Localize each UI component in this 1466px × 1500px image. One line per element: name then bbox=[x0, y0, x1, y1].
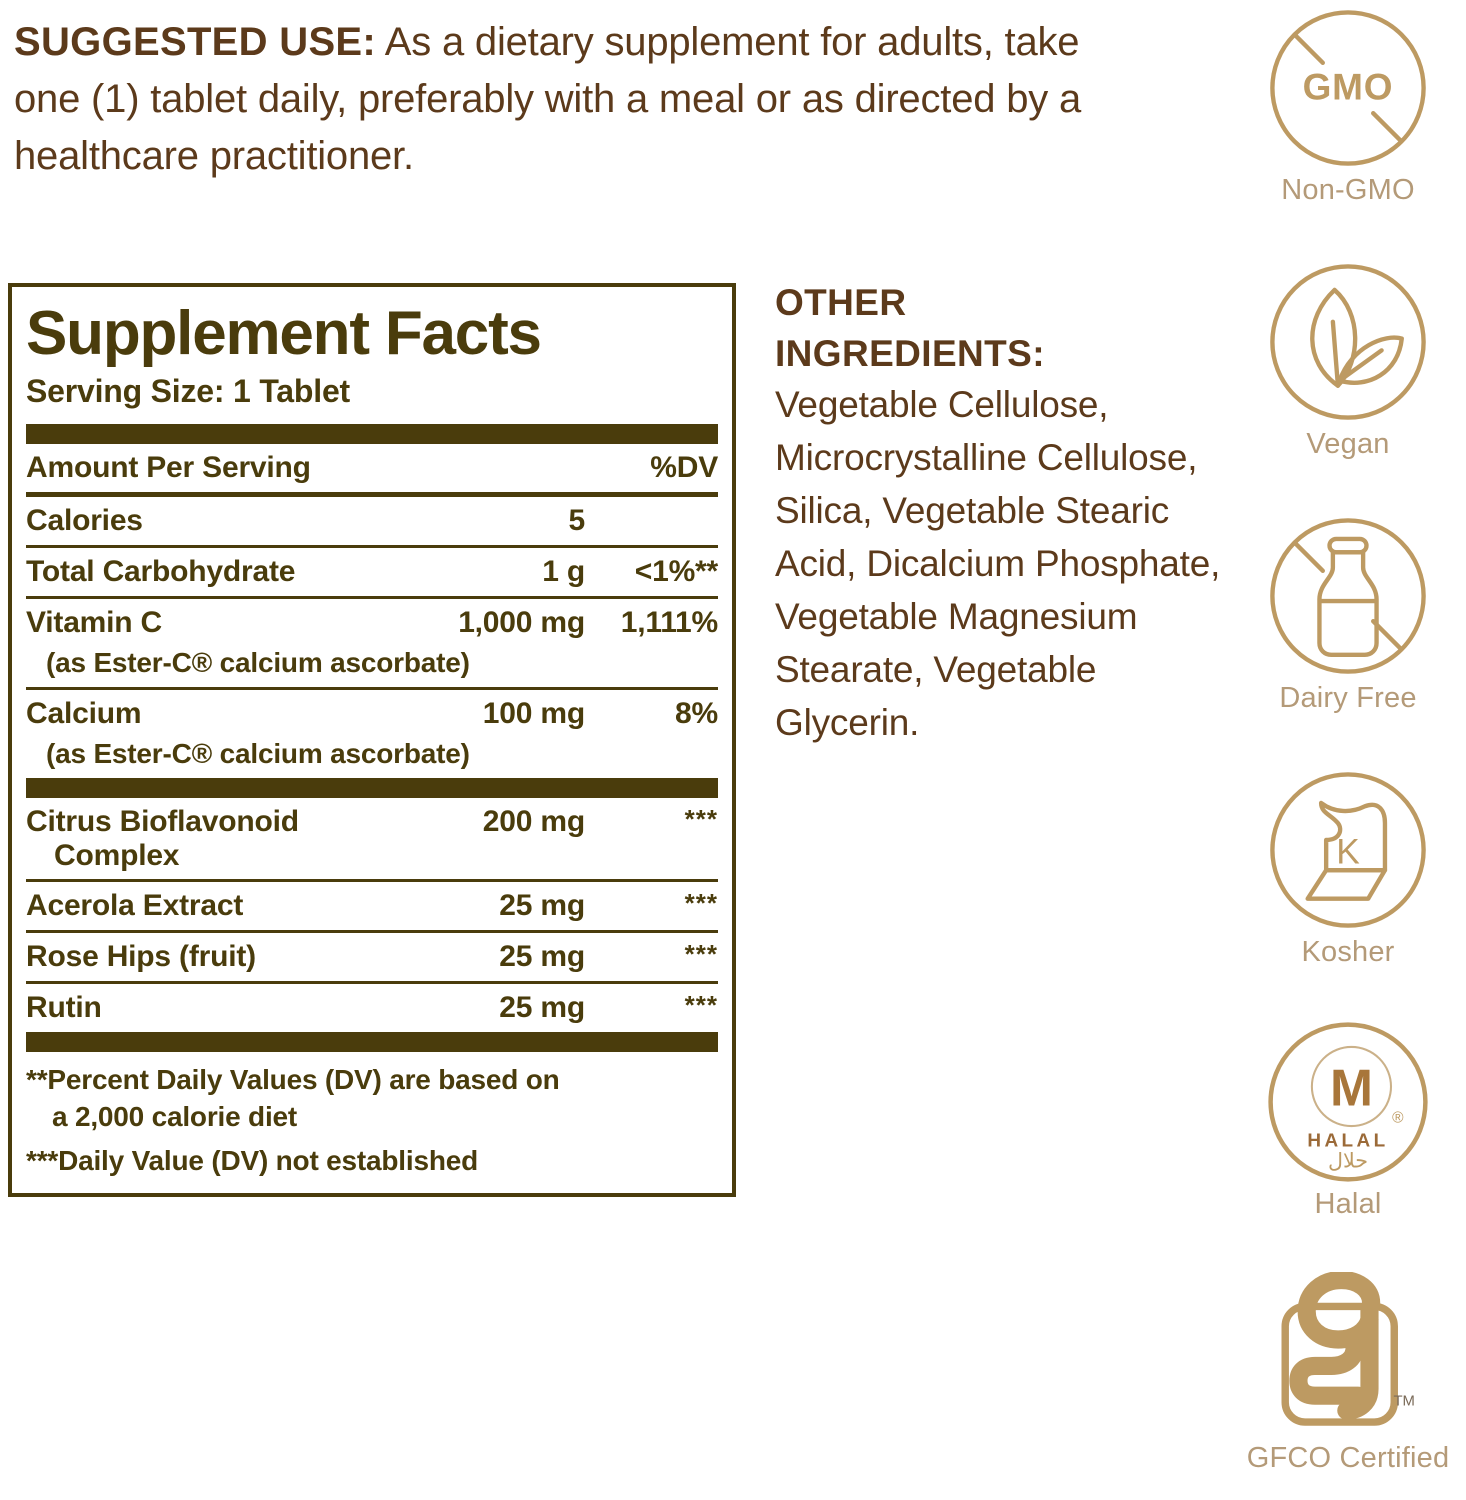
no-gmo-icon-text: GMO bbox=[1303, 67, 1394, 108]
supplement-facts-title: Supplement Facts bbox=[26, 299, 542, 368]
row-divider bbox=[26, 930, 718, 934]
badge-caption: Non-GMO bbox=[1281, 174, 1415, 206]
row-amount: 1 g bbox=[542, 555, 585, 588]
halal-icon-latin-text: HALAL bbox=[1307, 1131, 1388, 1152]
row-name-line2: Complex bbox=[54, 838, 180, 872]
table-header-row: Amount Per Serving %DV bbox=[26, 444, 718, 492]
row-divider bbox=[26, 687, 718, 690]
divider-thick-bottom bbox=[26, 1032, 718, 1053]
kosher-hebrew-letter-icon: K bbox=[1270, 772, 1426, 928]
row-divider bbox=[26, 879, 718, 883]
suggested-use-block: SUGGESTED USE: As a dietary supplement f… bbox=[14, 14, 1124, 184]
trademark-mark: TM bbox=[1393, 1394, 1414, 1410]
divider-thick-mid bbox=[26, 778, 718, 798]
badge-gfco-certified: TM GFCO Certified bbox=[1230, 1272, 1466, 1475]
footnote-dv-basis-line1: **Percent Daily Values (DV) are based on bbox=[26, 1064, 560, 1096]
badge-caption: Halal bbox=[1314, 1188, 1382, 1220]
row-dv: *** bbox=[684, 939, 718, 970]
footnotes: **Percent Daily Values (DV) are based on… bbox=[26, 1052, 718, 1193]
no-gmo-icon: GMO bbox=[1270, 10, 1426, 166]
badge-halal: M ® HALAL حلال Halal bbox=[1230, 1018, 1466, 1221]
gfco-g-icon: TM bbox=[1281, 1272, 1415, 1426]
row-name: Calories bbox=[26, 504, 143, 537]
badge-art: TM bbox=[1230, 1272, 1466, 1440]
dv-header: %DV bbox=[650, 451, 718, 484]
table-row: Calcium 100 mg 8% bbox=[26, 690, 718, 738]
row-amount: 25 mg bbox=[499, 991, 585, 1025]
other-ingredients-body: Vegetable Cellulose, Microcrystalline Ce… bbox=[775, 384, 1221, 743]
halal-crescent-m-icon: M ® HALAL حلال bbox=[1268, 1022, 1428, 1182]
other-ingredients-heading-line2: INGREDIENTS: bbox=[775, 333, 1045, 375]
suggested-use-text: As a dietary supplement for adults, take… bbox=[14, 20, 1082, 178]
amount-per-serving-header: Amount Per Serving bbox=[26, 451, 311, 484]
row-dv: *** bbox=[684, 888, 718, 919]
supplement-facts-panel: Supplement Facts Serving Size: 1 Tablet … bbox=[8, 283, 736, 1198]
row-dv: *** bbox=[684, 804, 718, 834]
divider-under-header bbox=[26, 492, 718, 497]
table-row: Total Carbohydrate 1 g <1%** bbox=[26, 548, 718, 596]
other-ingredients-heading: OTHER INGREDIENTS: bbox=[775, 277, 1225, 379]
row-divider bbox=[26, 981, 718, 985]
row-dv: 1,111% bbox=[620, 606, 718, 639]
row-divider bbox=[26, 545, 718, 548]
table-row: Rose Hips (fruit) 25 mg *** bbox=[26, 933, 718, 981]
footnote-dv-basis: **Percent Daily Values (DV) are based on… bbox=[26, 1062, 718, 1143]
halal-icon-arabic-text: حلال bbox=[1328, 1148, 1368, 1172]
table-row: Citrus Bioflavonoid Complex 200 mg *** bbox=[26, 798, 718, 879]
badge-caption: GFCO Certified bbox=[1246, 1442, 1450, 1474]
row-dv: *** bbox=[684, 990, 718, 1021]
registered-mark: ® bbox=[1392, 1110, 1404, 1127]
row-amount: 100 mg bbox=[482, 697, 585, 730]
table-row: Calories 5 bbox=[26, 497, 718, 545]
other-ingredients-heading-line1: OTHER bbox=[775, 282, 907, 323]
row-name: Rutin bbox=[26, 991, 102, 1025]
badge-art bbox=[1230, 512, 1466, 680]
badge-art: GMO bbox=[1230, 4, 1466, 172]
row-amount: 200 mg bbox=[482, 805, 585, 838]
badge-art: M ® HALAL حلال bbox=[1230, 1018, 1466, 1186]
footnote-dv-basis-line2: a 2,000 calorie diet bbox=[52, 1100, 298, 1132]
serving-size: Serving Size: 1 Tablet bbox=[26, 373, 350, 409]
row-name: Citrus Bioflavonoid bbox=[26, 805, 299, 838]
row-name: Acerola Extract bbox=[26, 889, 244, 923]
row-divider bbox=[26, 596, 718, 599]
table-row: Rutin 25 mg *** bbox=[26, 984, 718, 1032]
badge-vegan: Vegan bbox=[1230, 258, 1466, 461]
badge-caption: Kosher bbox=[1301, 936, 1395, 968]
row-name: Rose Hips (fruit) bbox=[26, 940, 256, 974]
badge-art: K bbox=[1230, 766, 1466, 934]
row-source-note: (as Ester-C® calcium ascorbate) bbox=[46, 647, 470, 678]
row-name: Calcium bbox=[26, 697, 142, 730]
row-source-note: (as Ester-C® calcium ascorbate) bbox=[46, 738, 470, 769]
row-amount: 25 mg bbox=[499, 889, 585, 923]
other-ingredients-block: OTHER INGREDIENTS: Vegetable Cellulose, … bbox=[775, 277, 1225, 749]
row-dv: <1%** bbox=[634, 555, 718, 588]
row-dv: 8% bbox=[675, 697, 718, 730]
badge-dairy-free: Dairy Free bbox=[1230, 512, 1466, 715]
badge-art bbox=[1230, 258, 1466, 426]
row-name: Total Carbohydrate bbox=[26, 555, 296, 588]
suggested-use-label: SUGGESTED USE: bbox=[14, 20, 377, 64]
table-row: Acerola Extract 25 mg *** bbox=[26, 882, 718, 930]
row-name-wrapper: Citrus Bioflavonoid Complex bbox=[26, 805, 370, 872]
halal-icon-letter: M bbox=[1330, 1058, 1373, 1116]
certification-badges: GMO Non-GMO Vegan bbox=[1230, 0, 1466, 1500]
row-amount: 5 bbox=[568, 504, 586, 537]
kosher-icon-letter: K bbox=[1336, 832, 1360, 871]
footnote-not-established: ***Daily Value (DV) not established bbox=[26, 1144, 479, 1176]
row-name: Vitamin C bbox=[26, 606, 163, 639]
no-milk-bottle-icon bbox=[1270, 518, 1426, 674]
badge-caption: Dairy Free bbox=[1279, 682, 1417, 714]
badge-kosher: K Kosher bbox=[1230, 766, 1466, 969]
table-row: Vitamin C 1,000 mg 1,111% bbox=[26, 599, 718, 647]
row-amount: 25 mg bbox=[499, 940, 585, 974]
badge-caption: Vegan bbox=[1306, 428, 1390, 460]
leaf-icon bbox=[1270, 264, 1426, 420]
divider-thick-top bbox=[26, 424, 718, 444]
badge-non-gmo: GMO Non-GMO bbox=[1230, 4, 1466, 207]
row-amount: 1,000 mg bbox=[458, 606, 585, 639]
